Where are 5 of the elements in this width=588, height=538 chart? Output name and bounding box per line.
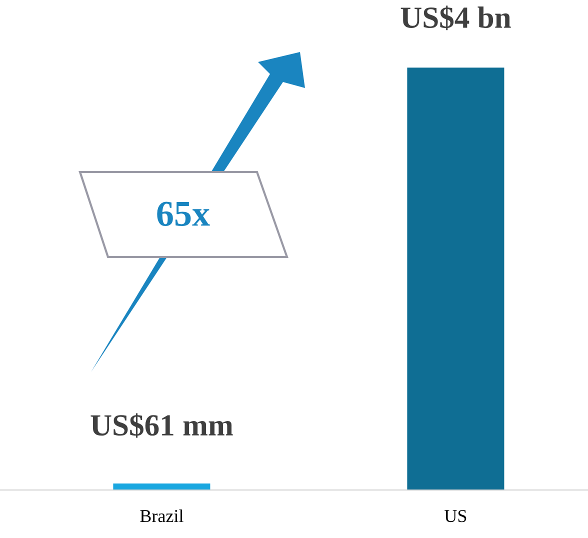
- data-label: US$4 bn: [400, 6, 511, 30]
- x-tick-label: Brazil: [140, 509, 184, 522]
- data-label: US$61 mm: [90, 413, 233, 438]
- annotation: 65x: [157, 202, 210, 226]
- x-tick-label: US: [444, 510, 466, 522]
